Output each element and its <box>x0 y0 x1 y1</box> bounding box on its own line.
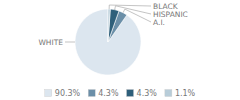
legend: 90.3% 4.3% 4.3% 1.1% <box>45 89 196 98</box>
legend-swatch <box>165 90 172 97</box>
pie-slice <box>108 9 110 42</box>
legend-swatch <box>45 90 52 97</box>
legend-item: 1.1% <box>165 89 196 98</box>
leader-line <box>109 5 151 9</box>
legend-label: 4.3% <box>98 89 119 98</box>
slice-label: HISPANIC <box>153 10 188 19</box>
legend-item: 4.3% <box>88 89 119 98</box>
slice-label: WHITE <box>38 38 63 47</box>
pie-slice <box>108 9 119 42</box>
legend-label: 90.3% <box>55 89 81 98</box>
legend-swatch <box>88 90 95 97</box>
legend-item: 90.3% <box>45 89 81 98</box>
legend-label: 4.3% <box>137 89 158 98</box>
pie <box>75 9 141 75</box>
legend-swatch <box>127 90 134 97</box>
leader-line <box>115 6 151 14</box>
leader-line <box>65 42 75 43</box>
chart: WHITE A.I.HISPANICBLACK 90.3% 4.3% 4.3% 1.1% <box>0 0 240 100</box>
slice-label: A.I. <box>153 18 165 27</box>
legend-item: 4.3% <box>127 89 158 98</box>
legend-label: 1.1% <box>175 89 196 98</box>
pie-slice <box>75 9 141 75</box>
slice-label: BLACK <box>153 2 179 11</box>
labels: WHITE A.I.HISPANICBLACK <box>38 2 187 47</box>
